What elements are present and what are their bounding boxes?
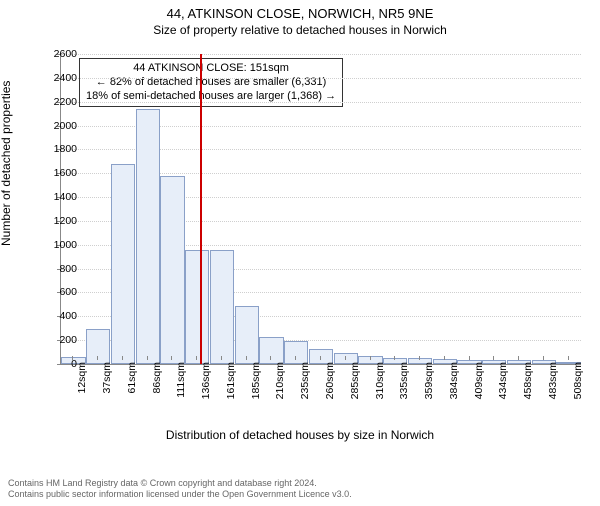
xtick-label: 235sqm	[299, 362, 311, 412]
xtick-label: 185sqm	[250, 362, 262, 412]
xtick-mark	[72, 356, 73, 360]
histogram-bar	[111, 164, 135, 364]
ytick-label: 2400	[41, 72, 77, 84]
gridline	[61, 54, 581, 55]
ytick-label: 1200	[41, 215, 77, 227]
histogram-bar	[284, 341, 308, 364]
xtick-label: 483sqm	[547, 362, 559, 412]
xtick-label: 37sqm	[101, 362, 113, 412]
xtick-label: 310sqm	[374, 362, 386, 412]
xtick-mark	[469, 356, 470, 360]
xtick-mark	[543, 356, 544, 360]
plot-area: 44 ATKINSON CLOSE: 151sqm ← 82% of detac…	[60, 54, 581, 365]
chart-container: Number of detached properties 44 ATKINSO…	[0, 46, 600, 446]
xtick-label: 210sqm	[274, 362, 286, 412]
xtick-label: 260sqm	[324, 362, 336, 412]
xtick-mark	[320, 356, 321, 360]
xtick-label: 434sqm	[497, 362, 509, 412]
xtick-label: 458sqm	[522, 362, 534, 412]
xtick-mark	[370, 356, 371, 360]
xtick-mark	[246, 356, 247, 360]
attribution-line: Contains HM Land Registry data © Crown c…	[8, 478, 352, 489]
histogram-bar	[160, 176, 184, 364]
xtick-mark	[444, 356, 445, 360]
ytick-label: 1600	[41, 167, 77, 179]
xtick-label: 409sqm	[473, 362, 485, 412]
ytick-label: 600	[41, 286, 77, 298]
xtick-label: 61sqm	[126, 362, 138, 412]
ytick-label: 1000	[41, 239, 77, 251]
xtick-mark	[518, 356, 519, 360]
xtick-mark	[345, 356, 346, 360]
xtick-label: 136sqm	[200, 362, 212, 412]
xtick-label: 335sqm	[398, 362, 410, 412]
gridline	[61, 78, 581, 79]
ytick-label: 1800	[41, 143, 77, 155]
xtick-label: 384sqm	[448, 362, 460, 412]
ytick-label: 400	[41, 310, 77, 322]
xtick-label: 161sqm	[225, 362, 237, 412]
histogram-bar	[210, 250, 234, 364]
xtick-label: 359sqm	[423, 362, 435, 412]
xtick-label: 508sqm	[572, 362, 584, 412]
histogram-bar	[185, 250, 209, 364]
xtick-mark	[221, 356, 222, 360]
annotation-box: 44 ATKINSON CLOSE: 151sqm ← 82% of detac…	[79, 58, 343, 107]
xtick-mark	[270, 356, 271, 360]
xtick-mark	[295, 356, 296, 360]
xtick-mark	[394, 356, 395, 360]
xtick-label: 12sqm	[76, 362, 88, 412]
x-axis-label: Distribution of detached houses by size …	[0, 428, 600, 442]
xtick-label: 111sqm	[175, 362, 187, 412]
histogram-bar	[235, 306, 259, 364]
page-title: 44, ATKINSON CLOSE, NORWICH, NR5 9NE	[0, 6, 600, 21]
xtick-mark	[97, 356, 98, 360]
histogram-bar	[136, 109, 160, 364]
xtick-mark	[147, 356, 148, 360]
page-subtitle: Size of property relative to detached ho…	[0, 23, 600, 37]
xtick-mark	[122, 356, 123, 360]
ytick-label: 800	[41, 263, 77, 275]
y-axis-label: Number of detached properties	[0, 81, 13, 246]
gridline	[61, 102, 581, 103]
xtick-mark	[493, 356, 494, 360]
xtick-label: 86sqm	[151, 362, 163, 412]
xtick-mark	[568, 356, 569, 360]
annotation-line: 44 ATKINSON CLOSE: 151sqm	[86, 62, 336, 76]
xtick-label: 285sqm	[349, 362, 361, 412]
ytick-label: 2000	[41, 120, 77, 132]
ytick-label: 1400	[41, 191, 77, 203]
attribution: Contains HM Land Registry data © Crown c…	[8, 478, 352, 501]
xtick-mark	[419, 356, 420, 360]
ytick-label: 200	[41, 334, 77, 346]
attribution-line: Contains public sector information licen…	[8, 489, 352, 500]
xtick-mark	[196, 356, 197, 360]
xtick-mark	[171, 356, 172, 360]
reference-line	[200, 54, 202, 364]
ytick-label: 2600	[41, 48, 77, 60]
ytick-label: 2200	[41, 96, 77, 108]
